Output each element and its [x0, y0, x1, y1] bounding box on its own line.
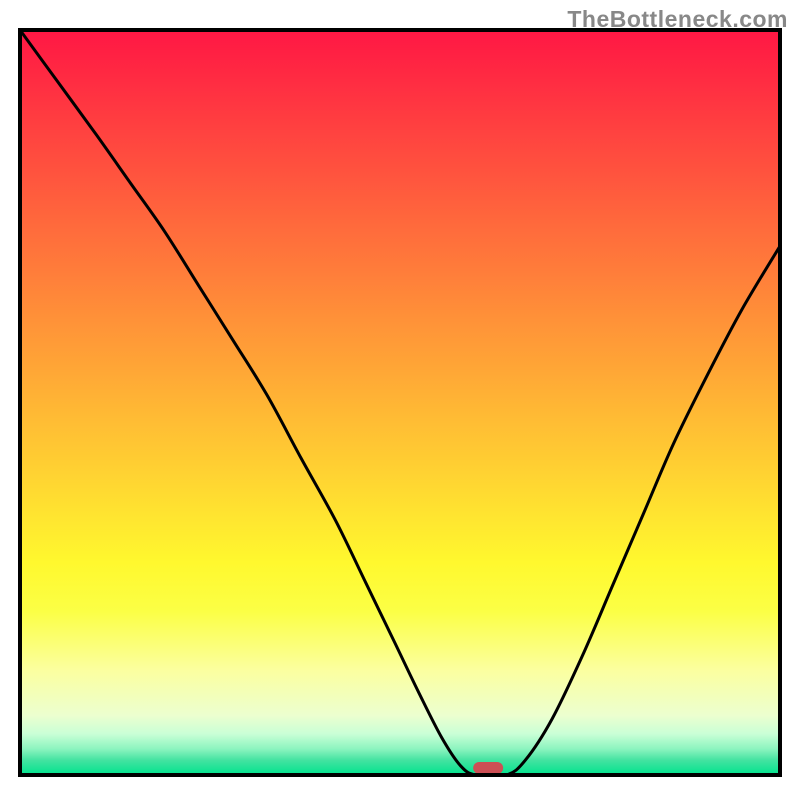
chart-container: TheBottleneck.com [0, 0, 800, 800]
optimum-marker [473, 762, 503, 774]
plot-background [20, 30, 780, 775]
bottleneck-chart [0, 0, 800, 800]
